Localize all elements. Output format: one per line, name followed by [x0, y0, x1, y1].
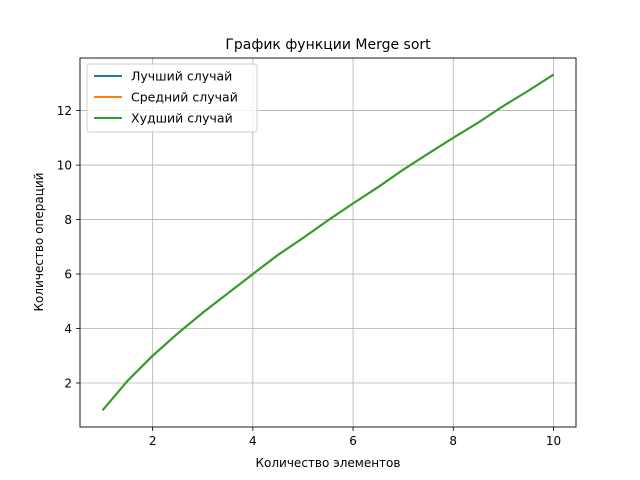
chart-title: График функции Merge sort	[225, 37, 431, 53]
y-axis-label: Количество операций	[32, 173, 46, 312]
y-tick-label: 4	[64, 322, 72, 336]
series-line-3	[101, 73, 554, 411]
grid-lines	[80, 58, 576, 427]
legend-label-3: Худший случай	[131, 111, 233, 126]
y-tick-label: 2	[64, 377, 72, 391]
x-tick-label: 10	[546, 434, 561, 448]
series-lines	[101, 73, 554, 411]
x-axis-label: Количество элементов	[256, 456, 401, 470]
legend-label-1: Лучший случай	[131, 69, 232, 84]
y-tick-label: 10	[57, 159, 72, 173]
legend: Лучший случай Средний случай Худший случай	[86, 63, 258, 133]
axis-ticks: 2 4 6 8 10 2 4 6 8 10 12	[57, 104, 561, 448]
axes-frame	[79, 57, 577, 428]
legend-label-2: Средний случай	[131, 90, 238, 105]
y-tick-label: 6	[64, 268, 72, 282]
y-tick-label: 12	[57, 104, 72, 118]
x-tick-label: 4	[249, 434, 257, 448]
y-tick-label: 8	[64, 213, 72, 227]
legend-box	[86, 63, 258, 133]
x-tick-label: 2	[149, 434, 157, 448]
x-tick-label: 6	[349, 434, 357, 448]
x-tick-label: 8	[449, 434, 457, 448]
